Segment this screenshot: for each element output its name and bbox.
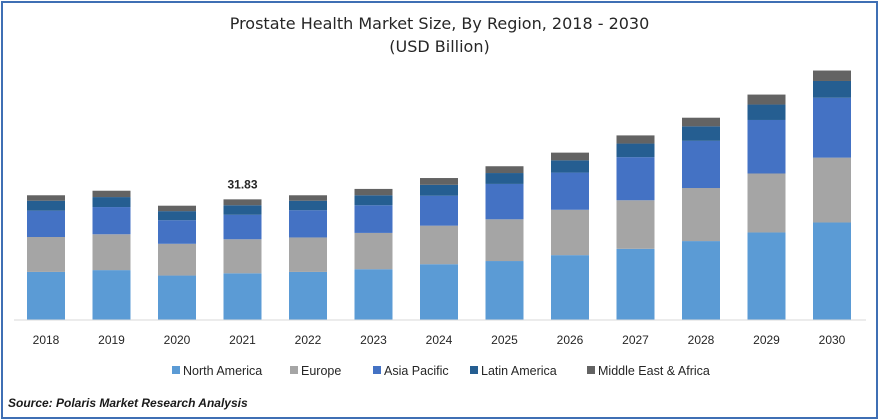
- bar-2030-north-america: [813, 222, 851, 320]
- source-note: Source: Polaris Market Research Analysis: [8, 396, 248, 410]
- chart-title: Prostate Health Market Size, By Region, …: [229, 14, 650, 33]
- legend-swatch-europe: [290, 366, 298, 374]
- x-tick-label-2023: 2023: [360, 333, 387, 347]
- bar-2020-europe: [158, 243, 196, 276]
- x-tick-label-2030: 2030: [819, 333, 846, 347]
- bar-2021-middle-east-africa: [223, 199, 262, 206]
- x-tick-label-2018: 2018: [33, 333, 60, 347]
- bar-2024-middle-east-africa: [420, 178, 458, 185]
- x-tick-label-2026: 2026: [557, 333, 584, 347]
- bar-2030-latin-america: [813, 80, 851, 98]
- bar-2022-europe: [289, 237, 327, 272]
- legend-swatch-middle-east-africa: [587, 366, 595, 374]
- bar-2022-middle-east-africa: [289, 195, 327, 201]
- x-tick-label-2028: 2028: [688, 333, 715, 347]
- x-tick-label-2021: 2021: [229, 333, 256, 347]
- x-tick-label-2019: 2019: [98, 333, 125, 347]
- bar-2022-north-america: [289, 271, 327, 320]
- bar-2024-latin-america: [420, 184, 458, 196]
- bar-2023-asia-pacific: [354, 205, 393, 233]
- legend-label-latin-america: Latin America: [481, 364, 557, 378]
- bar-2029-north-america: [747, 232, 786, 320]
- chart-subtitle: (USD Billion): [389, 37, 490, 56]
- bar-2028-asia-pacific: [682, 140, 720, 189]
- bar-2021-asia-pacific: [223, 214, 262, 240]
- bar-2027-asia-pacific: [616, 157, 655, 201]
- legend-label-europe: Europe: [301, 364, 341, 378]
- x-tick-labels: 2018 2019 2020 2021 2022 2023 2024 2025 2026 2027…: [33, 333, 846, 347]
- bar-2023-middle-east-africa: [354, 188, 393, 196]
- x-tick-label-2020: 2020: [164, 333, 191, 347]
- bar-2024-north-america: [420, 264, 458, 320]
- bar-2019-middle-east-africa: [92, 190, 131, 198]
- bar-2027-europe: [616, 200, 655, 249]
- bar-2020-north-america: [158, 275, 196, 320]
- bar-2018-europe: [27, 237, 65, 272]
- bar-2026-north-america: [551, 255, 589, 320]
- legend: North America Europe Asia Pacific Latin Ame…: [172, 364, 710, 378]
- legend-label-asia-pacific: Asia Pacific: [384, 364, 449, 378]
- bar-2023-latin-america: [354, 195, 393, 206]
- bar-2029-latin-america: [747, 104, 786, 120]
- x-tick-label-2025: 2025: [491, 333, 518, 347]
- bar-2019-latin-america: [92, 197, 131, 208]
- annotations-layer: 31.83: [227, 177, 257, 191]
- bar-2021-latin-america: [223, 205, 262, 215]
- bar-2022-asia-pacific: [289, 210, 327, 238]
- bar-2018-asia-pacific: [27, 210, 65, 237]
- data-label-2021: 31.83: [227, 177, 257, 191]
- bar-2025-asia-pacific: [485, 183, 524, 220]
- x-tick-label-2029: 2029: [753, 333, 780, 347]
- bar-2021-north-america: [223, 273, 262, 320]
- bar-2023-europe: [354, 232, 393, 270]
- bar-2026-europe: [551, 209, 589, 256]
- bar-2024-asia-pacific: [420, 195, 458, 226]
- bar-2028-europe: [682, 188, 720, 242]
- bar-2029-middle-east-africa: [747, 94, 786, 105]
- bar-2019-europe: [92, 234, 131, 271]
- bar-2029-europe: [747, 173, 786, 233]
- bar-2021-europe: [223, 239, 262, 274]
- x-tick-label-2022: 2022: [295, 333, 322, 347]
- bar-2025-latin-america: [485, 173, 524, 184]
- bar-2018-latin-america: [27, 200, 65, 211]
- bar-2026-middle-east-africa: [551, 152, 589, 161]
- bar-2018-middle-east-africa: [27, 195, 65, 201]
- bar-2030-europe: [813, 157, 851, 223]
- legend-swatch-asia-pacific: [373, 366, 381, 374]
- bar-2028-north-america: [682, 241, 720, 320]
- bars-layer: [27, 70, 851, 320]
- bar-2024-europe: [420, 225, 458, 265]
- legend-swatch-north-america: [172, 366, 180, 374]
- bar-2030-asia-pacific: [813, 97, 851, 158]
- bar-2019-asia-pacific: [92, 207, 131, 235]
- bar-2020-asia-pacific: [158, 220, 196, 244]
- bar-2022-latin-america: [289, 200, 327, 211]
- bar-2020-latin-america: [158, 211, 196, 221]
- legend-label-middle-east-africa: Middle East & Africa: [598, 364, 710, 378]
- x-tick-label-2027: 2027: [622, 333, 649, 347]
- x-tick-label-2024: 2024: [426, 333, 453, 347]
- bar-2027-middle-east-africa: [616, 135, 655, 144]
- legend-swatch-latin-america: [470, 366, 478, 374]
- bar-2025-north-america: [485, 261, 524, 320]
- bar-2023-north-america: [354, 269, 393, 320]
- bar-2026-latin-america: [551, 160, 589, 173]
- bar-2020-middle-east-africa: [158, 205, 196, 212]
- bar-2028-middle-east-africa: [682, 117, 720, 127]
- bar-2026-asia-pacific: [551, 172, 589, 210]
- bar-2019-north-america: [92, 270, 131, 320]
- bar-2030-middle-east-africa: [813, 70, 851, 81]
- bar-2028-latin-america: [682, 126, 720, 141]
- bar-2027-latin-america: [616, 143, 655, 158]
- bar-2025-middle-east-africa: [485, 166, 524, 174]
- bar-2018-north-america: [27, 271, 65, 320]
- legend-label-north-america: North America: [183, 364, 262, 378]
- bar-2029-asia-pacific: [747, 119, 786, 174]
- bar-2027-north-america: [616, 248, 655, 320]
- bar-2025-europe: [485, 219, 524, 262]
